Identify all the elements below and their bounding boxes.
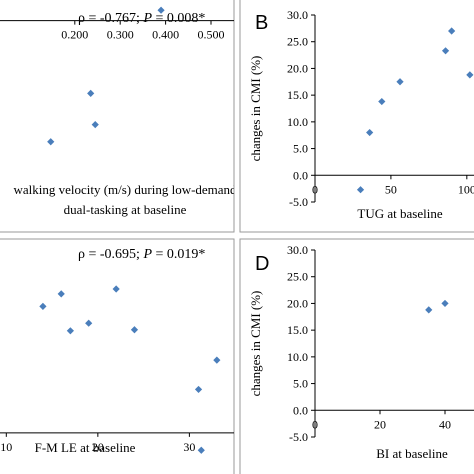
data-point	[85, 319, 93, 327]
data-point	[425, 306, 433, 314]
plot-area: 0 50 100-5.00.05.010.015.020.025.030.0TUG …	[287, 8, 474, 221]
data-point	[47, 138, 55, 146]
data-point	[441, 47, 450, 55]
x-axis-label: walking velocity (m/s) during low-demand	[13, 182, 237, 197]
data-point	[157, 6, 165, 14]
panel-border	[239, 238, 474, 474]
panel-a: 0.200 0.300 0.400 0.500 walking velocity (m/…	[0, 0, 237, 233]
y-axis-label: changes in CMI (%)	[248, 56, 263, 162]
data-point	[366, 128, 374, 137]
y-tick-label: 0.0	[293, 168, 308, 182]
data-point	[378, 97, 386, 106]
stat-annotation: ρ = -0.767; P = 0.008*	[78, 11, 205, 26]
y-axis-label: changes in CMI (%)	[248, 291, 263, 397]
panel-border	[239, 0, 474, 233]
x-tick-label: 0.400	[152, 28, 179, 42]
data-point	[39, 302, 47, 310]
x-tick-label: 50	[385, 182, 397, 196]
data-point	[213, 356, 221, 364]
data-point	[112, 285, 120, 293]
x-tick-label: 0.300	[107, 28, 134, 42]
y-tick-label: -5.0	[289, 195, 308, 209]
data-point	[197, 446, 205, 454]
x-tick-label: 20	[374, 417, 386, 431]
data-point	[130, 326, 139, 334]
data-point	[194, 385, 203, 394]
panel-c: 10 20 30 F-M LE at baseline ρ = -0.695; P = …	[0, 238, 235, 474]
panel-b: 0 50 100-5.00.05.010.015.020.025.030.0TUG …	[239, 0, 474, 233]
y-tick-label: 20.0	[287, 296, 308, 310]
y-tick-label: 15.0	[287, 88, 308, 102]
y-tick-label: 0.0	[293, 403, 308, 417]
y-tick-label: 20.0	[287, 61, 308, 75]
data-point	[448, 27, 456, 35]
x-tick-label: 0.500	[198, 28, 225, 42]
plot-area: 0 20 40-5.00.05.010.015.020.025.030.0BI at…	[287, 243, 474, 461]
y-tick-label: 5.0	[293, 142, 308, 156]
y-tick-label: 10.0	[287, 115, 308, 129]
plot-area: 10 20 30 F-M LE at baseline	[0, 285, 234, 455]
panel-border	[0, 0, 235, 233]
data-point	[57, 290, 65, 298]
panel-border	[0, 238, 235, 474]
x-axis-label: BI at baseline	[376, 446, 448, 461]
panel-letter: D	[255, 253, 269, 275]
data-point	[396, 78, 404, 86]
x-tick-label: 10	[0, 440, 12, 454]
y-tick-label: -5.0	[289, 430, 308, 444]
plot-area: 0.200 0.300 0.400 0.500 walking velocity (m/…	[0, 6, 237, 217]
x-axis-label: TUG at baseline	[357, 206, 442, 221]
x-tick-label: 100	[458, 182, 474, 196]
panel-letter: B	[255, 12, 268, 34]
x-axis-label: F-M LE at baseline	[35, 440, 136, 455]
x-tick-label: 0.200	[61, 28, 88, 42]
data-point	[441, 299, 449, 308]
y-tick-label: 5.0	[293, 377, 308, 391]
y-tick-label: 30.0	[287, 8, 308, 22]
data-point	[356, 186, 365, 194]
y-tick-label: 25.0	[287, 270, 308, 284]
y-tick-label: 10.0	[287, 350, 308, 364]
y-tick-label: 30.0	[287, 243, 308, 257]
data-point	[87, 89, 95, 97]
data-point	[91, 121, 99, 129]
panel-d: 0 20 40-5.00.05.010.015.020.025.030.0BI at…	[239, 238, 474, 474]
stat-annotation: ρ = -0.695; P = 0.019*	[78, 247, 205, 262]
x-tick-label: 20	[92, 440, 104, 454]
data-point	[66, 327, 74, 335]
data-point	[466, 71, 474, 79]
x-axis-label: dual-tasking at baseline	[64, 202, 187, 217]
y-tick-label: 25.0	[287, 35, 308, 49]
y-tick-label: 15.0	[287, 323, 308, 337]
x-tick-label: 40	[439, 417, 451, 431]
x-tick-label: 30	[183, 440, 195, 454]
